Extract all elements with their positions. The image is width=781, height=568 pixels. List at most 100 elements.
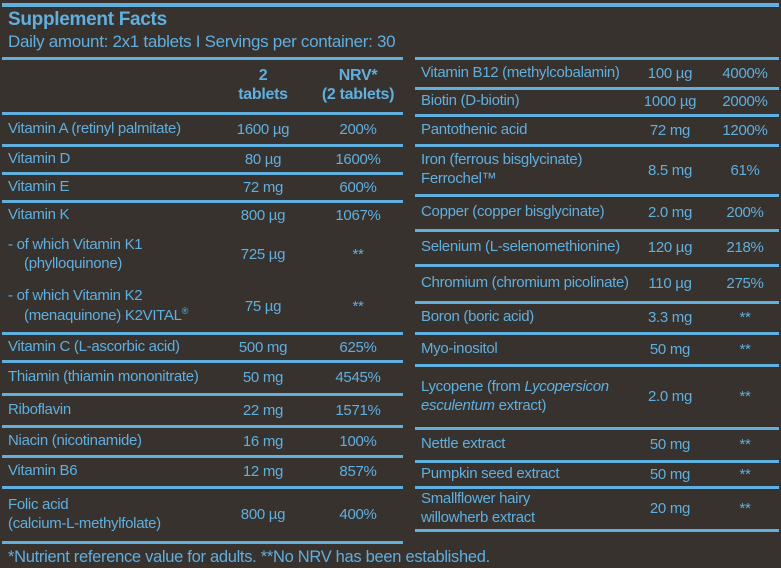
nutrient-amount: 72 mg	[242, 178, 284, 196]
nutrient-amount: 72 mg	[649, 121, 691, 139]
nutrient-name: Riboflavin	[2, 401, 213, 420]
nutrient-name-text: Ferrochel™	[421, 170, 497, 188]
nutrient-row: Chromium (chromium picolinate) 110 µg 275%	[415, 267, 779, 304]
nutrient-name: Vitamin E	[2, 178, 213, 197]
nutrient-nrv: **	[352, 297, 364, 315]
nutrient-amount: 2.0 mg	[647, 204, 693, 222]
nutrient-name-text: Vitamin B6	[8, 462, 78, 480]
nutrient-name-text: Vitamin D	[8, 149, 71, 167]
nutrient-nrv: 200%	[726, 204, 764, 222]
nutrient-name: Vitamin B6	[2, 462, 213, 481]
header-nrv-line2: (2 tablets)	[321, 85, 395, 103]
nutrient-amount: 110 µg	[648, 275, 692, 293]
nutrient-amount: 500 mg	[238, 338, 288, 356]
nutrient-name: Boron (boric acid)	[415, 308, 629, 327]
nutrient-name-text: Niacin (nicotinamide)	[8, 431, 142, 449]
nutrient-name-text: extract)	[494, 396, 547, 414]
nutrient-name: Lycopene (from Lycopersicon esculentum ex…	[415, 378, 629, 416]
nutrient-row: Thiamin (thiamin mononitrate) 50 mg 4545%	[2, 363, 403, 396]
nutrient-amount: 50 mg	[649, 436, 691, 454]
nutrient-name-text: - of which Vitamin K2	[8, 286, 143, 304]
nutrient-name-text: Smallflower hairy	[421, 489, 531, 507]
nutrient-nrv: 61%	[730, 161, 760, 179]
nutrient-row: Folic acid (calcium-L-methylfolate) 800 µg…	[2, 489, 403, 544]
nutrient-name-text: esculentum	[421, 396, 495, 414]
nutrient-name: Selenium (L-selenomethionine)	[415, 238, 629, 257]
nutrient-row: Myo-inositol 50 mg **	[415, 335, 779, 367]
nutrient-row: Niacin (nicotinamide) 16 mg 100%	[2, 428, 403, 458]
nutrient-row: Boron (boric acid) 3.3 mg **	[415, 304, 779, 335]
nutrient-name: Thiamin (thiamin mononitrate)	[2, 368, 213, 387]
nutrient-row: Copper (copper bisglycinate) 2.0 mg 200%	[415, 197, 779, 232]
nutrient-name-text: willowherb extract	[421, 508, 535, 526]
nutrient-nrv: **	[739, 388, 751, 406]
nutrient-name-text: Pumpkin seed extract	[421, 464, 560, 482]
nutrient-name: Chromium (chromium picolinate)	[415, 274, 629, 293]
nutrient-name: Vitamin D	[2, 150, 213, 169]
nutrient-row: Iron (ferrous bisglycinate) Ferrochel™ 8.5…	[415, 147, 779, 197]
nutrient-amount: 2.0 mg	[647, 388, 693, 406]
nutrient-name-text: ®	[181, 305, 189, 316]
nutrient-nrv: 1600%	[335, 150, 381, 168]
nutrient-name-text: Pantothenic acid	[421, 120, 528, 138]
nutrient-row: - of which Vitamin K1 (phylloquinone) 725 …	[2, 229, 403, 281]
nutrient-nrv: 1200%	[722, 121, 768, 139]
nutrient-amount: 22 mg	[242, 401, 284, 419]
nutrient-nrv: **	[739, 500, 751, 518]
nutrient-nrv: 1571%	[335, 401, 381, 419]
nutrient-amount: 120 µg	[647, 239, 693, 257]
nutrient-amount: 800 µg	[240, 207, 286, 225]
nutrient-name-text: Riboflavin	[8, 400, 71, 418]
nutrient-amount: 1000 µg	[643, 93, 697, 111]
nutrient-row: Smallflower hairy willowherb extract 20 mg…	[415, 489, 779, 532]
nutrient-name-text: Vitamin A (retinyl palmitate)	[8, 119, 181, 137]
nutrient-nrv: **	[739, 309, 751, 327]
nutrient-name: Myo-inositol	[415, 340, 629, 359]
nutrient-row: Nettle extract 50 mg **	[415, 430, 779, 463]
nutrient-nrv: 200%	[339, 120, 377, 138]
nutrient-amount: 50 mg	[649, 340, 691, 358]
nutrient-nrv: 100%	[339, 432, 377, 450]
nutrient-name-text: (calcium-L-methylfolate)	[8, 514, 161, 532]
nutrient-name-text: (phylloquinone)	[24, 254, 123, 272]
nutrient-amount: 1600 µg	[236, 120, 290, 138]
top-rule	[2, 3, 779, 7]
nutrient-amount: 75 µg	[244, 297, 282, 315]
nutrient-name: Copper (copper bisglycinate)	[415, 203, 629, 222]
nutrient-amount: 8.5 mg	[647, 161, 693, 179]
nutrient-row: Vitamin C (L-ascorbic acid) 500 mg 625%	[2, 335, 403, 363]
nutrient-name-text: Vitamin B12 (methylcobalamin)	[421, 63, 620, 81]
nutrient-name-text: Folic acid	[8, 495, 69, 513]
nutrient-row: Riboflavin 22 mg 1571%	[2, 396, 403, 428]
nutrient-name: Biotin (D-biotin)	[415, 92, 629, 111]
tables-container: 2 tablets NRV* (2 tablets) Vitamin A (re…	[2, 56, 779, 544]
header-nrv-cell: NRV* (2 tablets)	[313, 67, 403, 104]
nutrient-row: Vitamin D 80 µg 1600%	[2, 147, 403, 175]
nutrient-row: Pumpkin seed extract 50 mg **	[415, 463, 779, 489]
nutrient-name-text: Myo-inositol	[421, 339, 498, 357]
nutrient-name-text: Thiamin (thiamin mononitrate)	[8, 368, 199, 386]
nutrient-name: Iron (ferrous bisglycinate) Ferrochel™	[415, 151, 629, 189]
table-header-row: 2 tablets NRV* (2 tablets)	[2, 60, 403, 115]
nutrient-nrv: 4000%	[722, 64, 768, 82]
nutrient-row: Lycopene (from Lycopersicon esculentum ex…	[415, 367, 779, 430]
nutrient-amount: 80 µg	[244, 150, 282, 168]
nutrient-name: Vitamin B12 (methylcobalamin)	[415, 64, 629, 83]
nutrient-row: Vitamin E 72 mg 600%	[2, 175, 403, 203]
nutrient-amount: 12 mg	[242, 463, 284, 481]
nutrient-name-text: Lycopersicon	[524, 377, 609, 395]
nutrient-name: - of which Vitamin K2 (menaquinone) K2VIT…	[2, 287, 213, 326]
nutrient-amount: 50 mg	[649, 465, 691, 483]
nutrient-nrv: **	[352, 246, 364, 264]
nutrient-name: Nettle extract	[415, 435, 629, 454]
nutrient-name-text: Vitamin K	[8, 206, 70, 224]
nutrient-nrv: 275%	[726, 275, 764, 293]
nutrient-nrv: 1067%	[335, 207, 381, 225]
nutrient-name: Folic acid (calcium-L-methylfolate)	[2, 496, 213, 534]
nutrient-row: Vitamin K 800 µg 1067%	[2, 203, 403, 229]
nutrient-name-text: Vitamin E	[8, 177, 70, 195]
nutrient-nrv: 625%	[339, 338, 377, 356]
nutrient-amount: 50 mg	[242, 369, 284, 387]
nutrient-name-text: Vitamin C (L-ascorbic acid)	[8, 337, 180, 355]
